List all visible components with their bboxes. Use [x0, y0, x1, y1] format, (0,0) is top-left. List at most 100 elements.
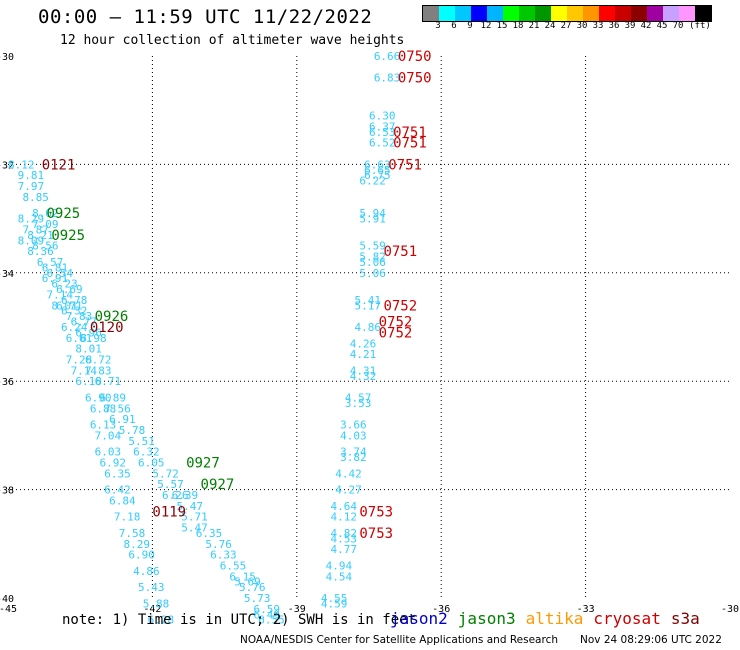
footnote: note: 1) Time is in UTC; 2) SWH is in fe…: [62, 612, 417, 628]
y-tick-label: -36: [0, 377, 14, 388]
wave-height-reading: 4.03: [340, 429, 367, 442]
wave-height-reading: 6.26: [162, 489, 189, 502]
wave-height-reading: 6.88: [90, 402, 117, 415]
color-scale-label: 45: [656, 21, 668, 31]
wave-height-reading: 4.94: [326, 559, 353, 572]
wave-height-reading: 8.29: [18, 213, 45, 226]
wave-height-reading: 6.71: [56, 299, 82, 312]
wave-height-reading: 6.35: [104, 467, 130, 480]
chart-subtitle: 12 hour collection of altimeter wave hei…: [60, 33, 405, 48]
wave-height-reading: 6.77: [71, 316, 98, 329]
wave-height-reading: 4.27: [335, 484, 362, 497]
wave-height-reading: 7.14: [71, 364, 98, 377]
pass-time-label: 0751: [393, 136, 427, 152]
wave-height-reading: 6.23: [51, 278, 78, 291]
color-swatch: [487, 6, 503, 21]
wave-height-reading: 6.91: [109, 413, 136, 426]
color-swatch: [695, 6, 711, 21]
legend-entry: s3a: [670, 609, 700, 628]
wave-height-reading: 6.32: [133, 446, 160, 459]
wave-height-reading: 5.06: [359, 267, 386, 280]
color-scale-label: 30: [576, 21, 588, 31]
x-tick-label: -39: [288, 604, 306, 615]
wave-height-reading: 4.26: [350, 337, 377, 350]
wave-height-reading: 6.61: [66, 332, 93, 345]
color-scale-label: 24: [544, 21, 556, 31]
wave-height-reading: 5.47: [181, 522, 208, 535]
wave-height-reading: 6.66: [374, 50, 401, 63]
color-scale-label: 18: [512, 21, 524, 31]
x-tick-label: -42: [143, 604, 161, 615]
y-tick-label: -30: [0, 52, 14, 63]
wave-height-reading: 6.96: [75, 326, 102, 339]
wave-height-reading: 4.42: [335, 467, 362, 480]
color-scale-label: 27: [560, 21, 572, 31]
wave-height-reading: 5.06: [359, 256, 386, 269]
pass-time-label: 0752: [379, 315, 413, 331]
wave-height-reading: 6.22: [359, 175, 386, 188]
wave-height-reading: 8.62: [32, 207, 59, 220]
generation-timestamp: Nov 24 08:29:06 UTC 2022: [580, 634, 722, 646]
y-tick-label: -40: [0, 594, 14, 605]
pass-time-label: 0926: [95, 309, 129, 325]
color-swatch: [599, 6, 615, 21]
color-scale-label: 12: [480, 21, 492, 31]
color-scale-label: 39: [624, 21, 636, 31]
wave-height-reading: 6.89: [99, 391, 126, 404]
x-tick-label: -33: [577, 604, 595, 615]
wave-height-reading: 5.69: [234, 576, 261, 589]
pass-time-label: 0927: [201, 477, 235, 493]
pass-time-label: 0925: [51, 228, 85, 244]
wave-height-reading: 5.51: [128, 435, 155, 448]
wave-height-reading: 5.94: [359, 207, 386, 220]
wave-height-reading: 6.05: [138, 457, 165, 470]
wave-height-reading: 3.66: [340, 419, 367, 432]
color-scale-label: 36: [608, 21, 620, 31]
color-scale-label: 3: [435, 21, 441, 31]
color-scale-label: 6: [451, 21, 457, 31]
wave-height-reading: 8.01: [51, 299, 78, 312]
pass-time-label: 0751: [383, 244, 417, 260]
wave-height-reading: 4.82: [330, 527, 357, 540]
wave-height-reading: 6.78: [61, 294, 88, 307]
wave-height-reading: 4.21: [350, 348, 377, 361]
pass-time-label: 0751: [388, 157, 422, 173]
wave-height-reading: 6.54: [47, 267, 74, 280]
wave-height-reading: 6.69: [56, 283, 82, 296]
wave-height-reading: 5.76: [205, 538, 232, 551]
pass-time-label: 0751: [393, 125, 427, 141]
legend-entry: jason2: [390, 609, 448, 628]
color-swatch: [679, 6, 695, 21]
color-scale-label: 9: [467, 21, 473, 31]
wave-height-reading: 5.82: [359, 251, 386, 264]
wave-height-reading: 6.83: [374, 72, 401, 85]
color-swatch: [439, 6, 455, 21]
wave-height-reading: 7.04: [95, 429, 122, 442]
wave-height-reading: 4.12: [330, 511, 357, 524]
wave-height-reading: 6.52: [369, 137, 396, 150]
wave-height-reading: 6.90: [85, 391, 112, 404]
wave-height-reading: 5.59: [359, 240, 386, 253]
wave-height-reading: 4.57: [345, 391, 372, 404]
wave-height-reading: 8.21: [27, 229, 54, 242]
color-swatch: [503, 6, 519, 21]
color-swatch: [423, 6, 439, 21]
y-tick-label: -34: [0, 269, 14, 280]
wave-height-reading: 4.32: [350, 370, 377, 383]
color-scale-bar: [422, 5, 712, 22]
wave-height-reading: 4.54: [326, 570, 353, 583]
wave-height-reading: 6.55: [258, 614, 285, 627]
satellite-legend: jason2 jason3 altika cryosat s3a: [390, 609, 710, 628]
x-tick-label: -30: [721, 604, 739, 615]
x-tick-label: -45: [0, 604, 17, 615]
wave-height-reading: 7.18: [114, 511, 141, 524]
color-swatch: [583, 6, 599, 21]
wave-height-reading: 5.71: [181, 511, 208, 524]
wave-height-reading: 8.01: [75, 343, 102, 356]
wave-height-reading: 7.58: [119, 527, 146, 540]
color-swatch: [663, 6, 679, 21]
wave-height-reading: 6.90: [128, 549, 155, 562]
wave-height-reading: 5.43: [138, 581, 165, 594]
color-swatch: [647, 6, 663, 21]
wave-height-reading: 6.57: [37, 256, 64, 269]
